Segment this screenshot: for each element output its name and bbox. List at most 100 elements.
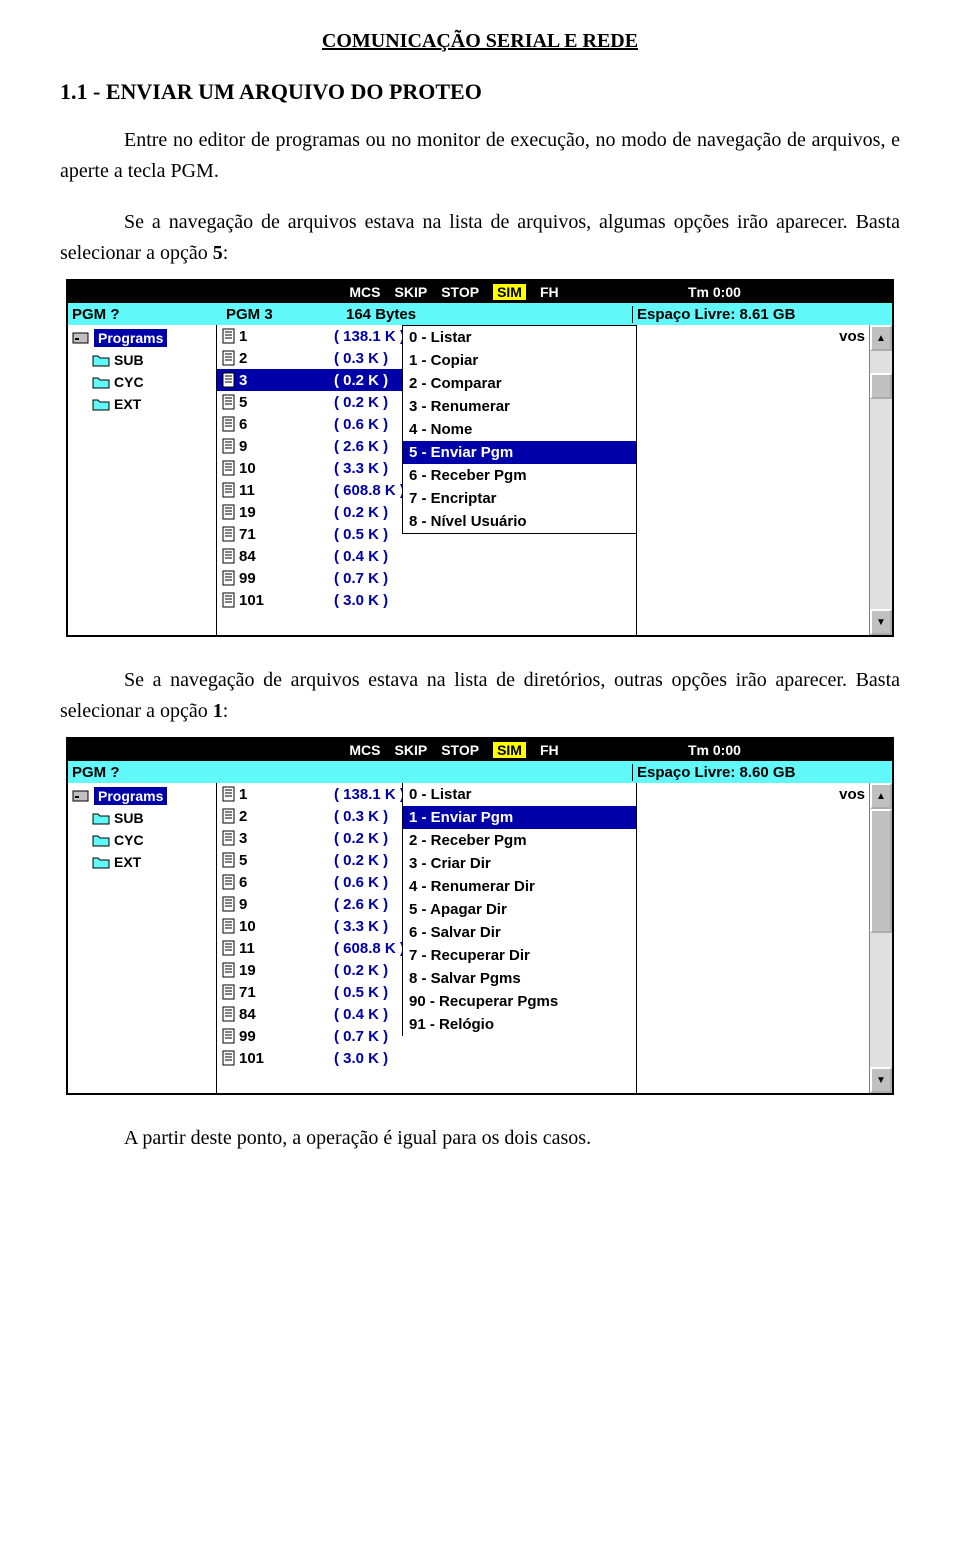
menu-item[interactable]: 6 - Receber Pgm xyxy=(403,464,636,487)
tree-root-row[interactable]: Programs xyxy=(68,327,216,349)
menu-item[interactable]: 0 - Listar xyxy=(403,326,636,349)
document-icon xyxy=(219,460,239,476)
vos-label: vos xyxy=(839,328,865,345)
file-name: 101 xyxy=(239,592,334,609)
tree-root-row[interactable]: Programs xyxy=(68,785,216,807)
menu-item[interactable]: 2 - Receber Pgm xyxy=(403,829,636,852)
tree-item[interactable]: CYC xyxy=(68,371,216,393)
menu-item[interactable]: 90 - Recuperar Pgms xyxy=(403,990,636,1013)
file-name: 3 xyxy=(239,372,334,389)
file-name: 3 xyxy=(239,830,334,847)
menu-item[interactable]: 2 - Comparar xyxy=(403,372,636,395)
document-icon xyxy=(219,548,239,564)
menu-item[interactable]: 8 - Nível Usuário xyxy=(403,510,636,533)
menu-item[interactable]: 8 - Salvar Pgms xyxy=(403,967,636,990)
file-row[interactable]: 101( 3.0 K ) xyxy=(217,1047,636,1069)
file-name: 11 xyxy=(239,940,334,957)
file-name: 71 xyxy=(239,984,334,1001)
document-icon xyxy=(219,830,239,846)
folder-icon xyxy=(92,811,110,825)
file-size: ( 2.6 K ) xyxy=(334,896,388,913)
status-mcs: MCS xyxy=(349,742,380,758)
status-bar: MCS SKIP STOP SIM FH Tm 0:00 xyxy=(68,739,892,761)
document-icon xyxy=(219,328,239,344)
screenshot-1: MCS SKIP STOP SIM FH Tm 0:00 PGM ? PGM 3… xyxy=(66,279,894,637)
tree-root-label: Programs xyxy=(94,787,167,805)
scrollbar[interactable]: ▲ ▼ xyxy=(869,783,892,1093)
tree-item[interactable]: SUB xyxy=(68,807,216,829)
file-size: ( 0.4 K ) xyxy=(334,1006,388,1023)
menu-item[interactable]: 3 - Renumerar xyxy=(403,395,636,418)
menu-item[interactable]: 1 - Copiar xyxy=(403,349,636,372)
document-icon xyxy=(219,940,239,956)
menu-item[interactable]: 91 - Relógio xyxy=(403,1013,636,1036)
scroll-down-icon[interactable]: ▼ xyxy=(870,609,892,635)
paragraph-1b: Se a navegação de arquivos estava na lis… xyxy=(60,207,900,269)
tree-item-label: SUB xyxy=(114,810,144,826)
tree-panel: Programs SUBCYCEXT xyxy=(68,325,217,635)
file-size: ( 0.2 K ) xyxy=(334,372,388,389)
document-icon xyxy=(219,962,239,978)
drive-icon xyxy=(72,331,90,345)
menu-item[interactable]: 4 - Renumerar Dir xyxy=(403,875,636,898)
file-size: ( 0.5 K ) xyxy=(334,984,388,1001)
paragraph-2: Se a navegação de arquivos estava na lis… xyxy=(60,665,900,727)
file-name: 84 xyxy=(239,548,334,565)
scroll-up-icon[interactable]: ▲ xyxy=(870,325,892,351)
file-name: 5 xyxy=(239,394,334,411)
free-space: Espaço Livre: 8.61 GB xyxy=(632,306,892,323)
tree-item[interactable]: EXT xyxy=(68,851,216,873)
menu-item[interactable]: 6 - Salvar Dir xyxy=(403,921,636,944)
document-icon xyxy=(219,1006,239,1022)
drive-icon xyxy=(72,789,90,803)
tree-item[interactable]: CYC xyxy=(68,829,216,851)
file-size: ( 3.0 K ) xyxy=(334,592,388,609)
tree-item[interactable]: EXT xyxy=(68,393,216,415)
file-list: 1( 138.1 K )2( 0.3 K )3( 0.2 K )5( 0.2 K… xyxy=(217,783,636,1093)
file-size: ( 0.3 K ) xyxy=(334,350,388,367)
menu-item[interactable]: 7 - Encriptar xyxy=(403,487,636,510)
menu-item[interactable]: 7 - Recuperar Dir xyxy=(403,944,636,967)
file-size: ( 608.8 K ) xyxy=(334,940,405,957)
scrollbar[interactable]: ▲ ▼ xyxy=(869,325,892,635)
tree-root-label: Programs xyxy=(94,329,167,347)
document-icon xyxy=(219,438,239,454)
file-name: 6 xyxy=(239,416,334,433)
menu-item[interactable]: 5 - Enviar Pgm xyxy=(403,441,636,464)
file-name: 5 xyxy=(239,852,334,869)
status-stop: STOP xyxy=(441,742,479,758)
file-row[interactable]: 84( 0.4 K ) xyxy=(217,545,636,567)
folder-icon xyxy=(92,353,110,367)
scroll-thumb[interactable] xyxy=(870,373,892,399)
file-size: ( 3.3 K ) xyxy=(334,918,388,935)
tree-item-label: EXT xyxy=(114,854,141,870)
para1b-pre: Se a navegação de arquivos estava na lis… xyxy=(60,211,900,264)
file-list: 1( 138.1 K )2( 0.3 K )3( 0.2 K )5( 0.2 K… xyxy=(217,325,636,635)
file-size: ( 0.4 K ) xyxy=(334,548,388,565)
menu-item[interactable]: 1 - Enviar Pgm xyxy=(403,806,636,829)
menu-item[interactable]: 0 - Listar xyxy=(403,783,636,806)
file-name: 19 xyxy=(239,962,334,979)
menu-item[interactable]: 5 - Apagar Dir xyxy=(403,898,636,921)
para1b-bold: 5 xyxy=(213,242,223,264)
section-title: 1.1 - ENVIAR UM ARQUIVO DO PROTEO xyxy=(60,79,900,105)
document-icon xyxy=(219,1028,239,1044)
document-icon xyxy=(219,350,239,366)
file-size: ( 138.1 K ) xyxy=(334,786,405,803)
document-icon xyxy=(219,786,239,802)
scroll-up-icon[interactable]: ▲ xyxy=(870,783,892,809)
menu-item[interactable]: 4 - Nome xyxy=(403,418,636,441)
status-skip: SKIP xyxy=(395,742,428,758)
tree-panel: Programs SUB CYC EXT xyxy=(68,783,217,1093)
file-size: ( 0.3 K ) xyxy=(334,808,388,825)
tree-item[interactable]: SUB xyxy=(68,349,216,371)
scroll-down-icon[interactable]: ▼ xyxy=(870,1067,892,1093)
scroll-thumb[interactable] xyxy=(870,809,892,933)
file-row[interactable]: 99( 0.7 K ) xyxy=(217,567,636,589)
status-fh: FH xyxy=(540,284,559,300)
file-name: 2 xyxy=(239,808,334,825)
document-icon xyxy=(219,416,239,432)
file-row[interactable]: 101( 3.0 K ) xyxy=(217,589,636,611)
file-size: ( 138.1 K ) xyxy=(334,328,405,345)
menu-item[interactable]: 3 - Criar Dir xyxy=(403,852,636,875)
